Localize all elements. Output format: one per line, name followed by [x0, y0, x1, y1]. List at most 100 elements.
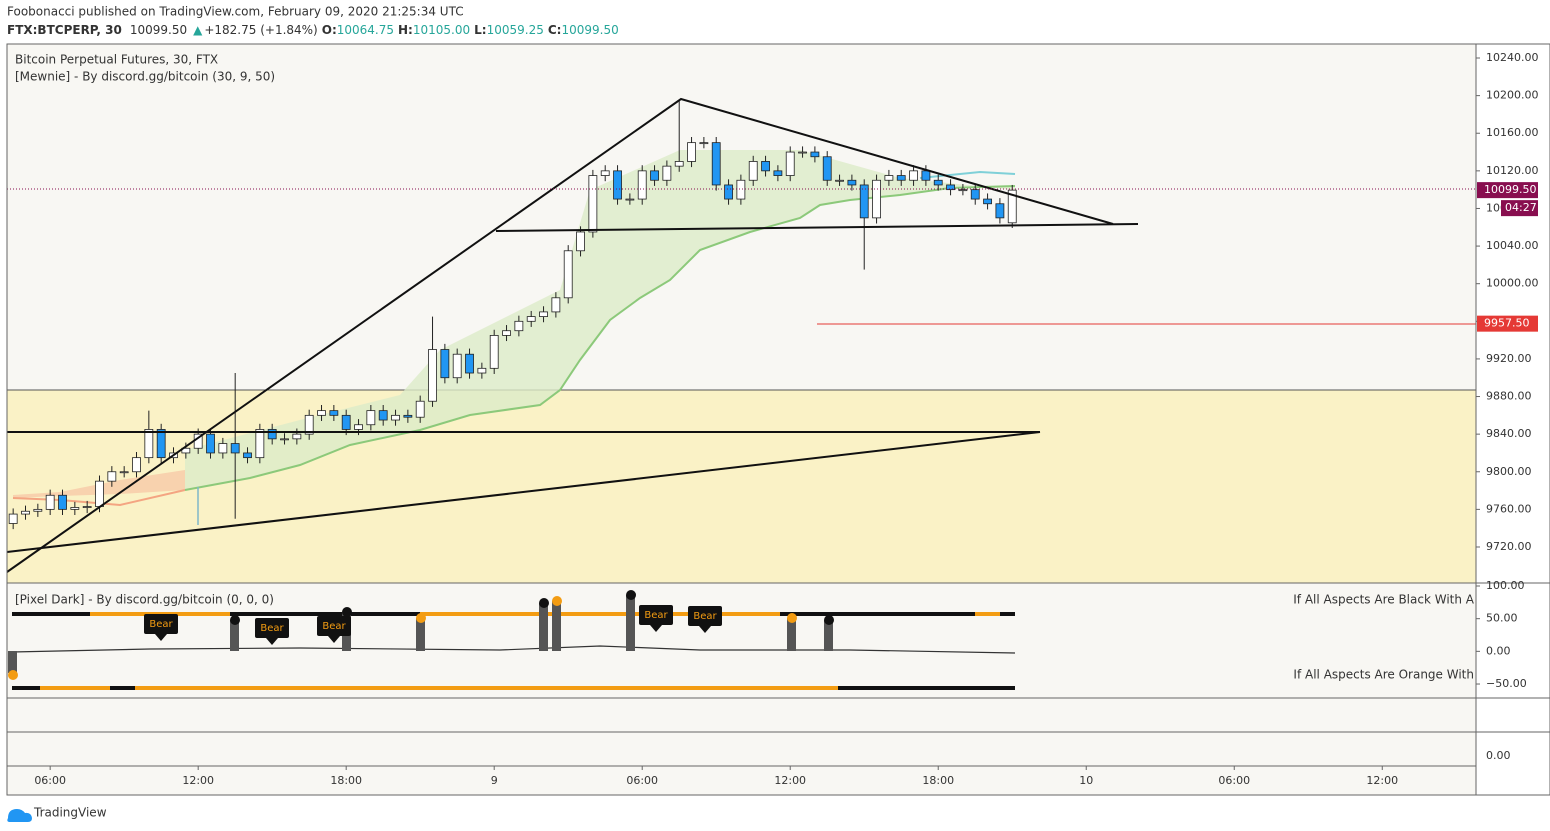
- candle-body: [563, 250, 573, 299]
- indicator-dot: [230, 615, 240, 625]
- ribbon-green: [185, 150, 1015, 490]
- y-tick-label: 50.00: [1486, 612, 1518, 625]
- zone: [7, 390, 1476, 583]
- candle-body: [613, 170, 622, 200]
- y-tick-label: 10200.00: [1486, 89, 1539, 102]
- candle-body: [539, 311, 548, 318]
- candle-body: [255, 429, 265, 459]
- y-tick-label: −50.00: [1486, 677, 1527, 690]
- signal-label: Bear: [260, 623, 284, 634]
- indicator-dot: [342, 607, 352, 617]
- y-tick-label: 9920.00: [1486, 352, 1532, 365]
- y-tick-label: 9720.00: [1486, 540, 1532, 553]
- signal-pointer: [266, 638, 278, 645]
- candle-body: [218, 443, 228, 454]
- candle-body: [45, 494, 55, 510]
- signal-pointer: [650, 625, 662, 632]
- candle-body: [909, 170, 918, 181]
- logo: [7, 809, 33, 822]
- candle-body: [156, 429, 166, 459]
- candle-body: [822, 156, 832, 181]
- indicator-dot: [787, 613, 797, 623]
- signal-box: [255, 618, 289, 638]
- indicator-bar: [787, 618, 796, 651]
- candle-body: [995, 203, 1005, 219]
- candle-body: [933, 179, 943, 186]
- candle-body: [354, 424, 363, 430]
- ribbon-red-line: [12, 489, 186, 507]
- candle-body: [292, 433, 302, 440]
- price-label: 10099.50: [1484, 183, 1537, 196]
- trendline: [6, 431, 1041, 553]
- candle-body: [243, 452, 252, 459]
- candle-body: [58, 494, 67, 510]
- signal-box: [688, 606, 722, 626]
- candle-body: [378, 410, 388, 421]
- candle-body: [304, 414, 314, 435]
- x-tick-label: 12:00: [774, 774, 806, 787]
- y-tick-label: 9880.00: [1486, 390, 1532, 403]
- candle-body: [230, 443, 240, 454]
- chart-subtitle: [Mewnie] - By discord.gg/bitcoin (30, 9,…: [15, 70, 275, 84]
- candle-body: [946, 184, 955, 191]
- candle-body: [551, 297, 561, 313]
- price-label-box: [1477, 315, 1538, 332]
- indicator-dot: [626, 590, 636, 600]
- candle-body: [724, 184, 733, 200]
- x-tick-label: 9: [491, 774, 498, 787]
- indicator-dot: [416, 613, 426, 623]
- candle-body: [144, 429, 154, 459]
- y-tick-label: 100.00: [1486, 579, 1525, 592]
- indicator-dot: [552, 596, 562, 606]
- candle-body: [33, 508, 43, 512]
- signal-label: Bear: [644, 610, 668, 621]
- signal-box: [144, 614, 178, 634]
- indicator-note: If All Aspects Are Orange With: [1293, 668, 1474, 682]
- y-tick-label: 0.00: [1486, 644, 1511, 657]
- candle-body: [21, 510, 30, 515]
- candle-body: [181, 447, 191, 454]
- candle-body: [736, 179, 746, 200]
- indicator-bar: [552, 601, 561, 651]
- y-tick-label: 10040.00: [1486, 239, 1539, 252]
- candle-body: [82, 506, 92, 508]
- signal-box: [639, 605, 673, 625]
- candle-body: [921, 170, 931, 181]
- candle-body: [489, 335, 499, 369]
- trendline: [6, 97, 1114, 573]
- candle-body: [576, 231, 585, 252]
- price-label: 9957.50: [1484, 317, 1530, 330]
- publisher: Foobonacci published on TradingView.com,…: [7, 5, 464, 19]
- ema-line: [184, 185, 1016, 491]
- candle-body: [600, 170, 610, 176]
- indicator-dot: [8, 670, 18, 680]
- candle-body: [440, 349, 450, 379]
- candle-body: [8, 513, 18, 524]
- candle-body: [674, 161, 684, 167]
- candle-body: [761, 161, 770, 172]
- candle-body: [687, 142, 696, 162]
- frame: [6, 43, 1550, 796]
- candle-body: [748, 161, 758, 181]
- candle-body: [662, 165, 672, 181]
- y-tick-label: 0.00: [1486, 749, 1511, 762]
- candle-body: [415, 400, 425, 418]
- signal-pointer: [155, 634, 167, 641]
- candle-body: [403, 414, 413, 418]
- indicator-bar: [824, 620, 833, 651]
- y-tick-label: 10240.00: [1486, 51, 1539, 64]
- candle-body: [526, 316, 536, 322]
- indicator-title: [Pixel Dark] - By discord.gg/bitcoin (0,…: [15, 593, 274, 607]
- candle-body: [847, 179, 857, 186]
- y-tick-label: 9760.00: [1486, 502, 1532, 515]
- candle-body: [107, 471, 117, 482]
- indicator-note: If All Aspects Are Black With A: [1293, 593, 1475, 607]
- candle-body: [514, 320, 524, 332]
- candle-body: [588, 175, 598, 233]
- indicator-bar: [539, 603, 548, 651]
- candle-body: [958, 189, 968, 192]
- change: +182.75 (+1.84%): [204, 23, 317, 37]
- indicator-dot: [539, 598, 549, 608]
- indicator-bar: [8, 651, 17, 673]
